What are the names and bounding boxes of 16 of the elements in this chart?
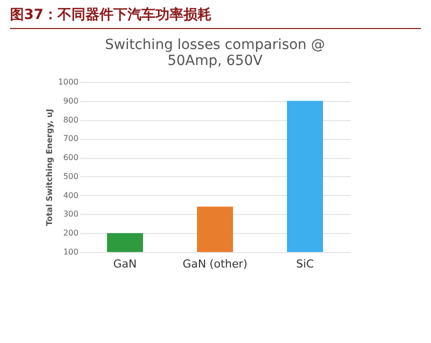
y-tick-label: 700 [63,134,78,144]
y-tick-label: 400 [63,190,78,200]
chart-title: 图37：不同器件下汽车功率损耗 [10,6,421,29]
y-axis-title: Total Switching Energy, uJ [45,108,54,226]
y-tick-label: 1000 [58,78,78,86]
y-tick-label: 900 [63,96,78,106]
y-tick-label: 200 [63,228,78,238]
chart-subtitle: Switching losses comparison @ 50Amp, 650V [105,37,325,69]
x-tick-label: GaN [113,258,137,270]
y-tick-label: 600 [63,153,78,162]
x-tick-label: SiC [296,258,314,270]
y-tick-label: 800 [63,115,78,124]
y-tick-label: 500 [63,172,78,181]
x-tick-label: GaN (other) [182,258,248,270]
y-tick-label: 100 [63,248,78,256]
y-tick-label: 300 [63,210,78,219]
